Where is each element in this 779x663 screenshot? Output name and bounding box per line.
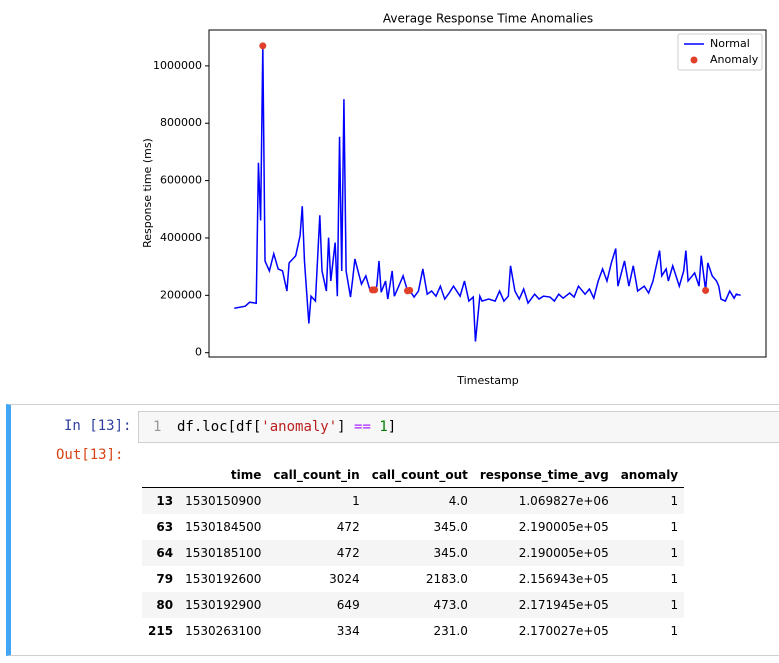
legend-label: Normal	[710, 37, 750, 50]
table-row: 64 1530185100 472 345.0 2.190005e+05 1	[142, 540, 685, 566]
table-cell: 231.0	[433, 624, 468, 638]
table-cell: 472	[336, 520, 360, 534]
table-row: 79 1530192600 3024 2183.0 2.156943e+05 1	[142, 566, 684, 592]
row-index: 215	[148, 624, 174, 638]
row-index: 63	[156, 520, 174, 534]
table-cell: 1	[670, 546, 679, 560]
table-cell: 1	[670, 598, 679, 612]
table-cell: 345.0	[433, 520, 468, 534]
table-cell: 334	[336, 624, 360, 638]
row-index: 13	[156, 494, 174, 508]
table-cell: 2.156943e+05	[518, 572, 609, 586]
table-cell: 472	[336, 546, 360, 560]
x-axis-label: Timestamp	[456, 374, 518, 387]
y-axis-label: Response time (ms)	[141, 138, 154, 248]
anomaly-point	[702, 286, 710, 294]
plot-frame	[208, 29, 767, 358]
line-number: 1	[153, 419, 162, 435]
code-token: ]	[337, 419, 346, 435]
table-row: 13 1530150900 1 4.0 1.069827e+06 1	[142, 487, 685, 514]
y-tick-label: 200000	[160, 288, 202, 301]
table-body: 13 1530150900 1 4.0 1.069827e+06 1 63 153018450…	[142, 487, 685, 645]
anomaly-point	[259, 42, 267, 50]
code-token: df.loc[df[	[177, 419, 262, 435]
row-index: 79	[156, 572, 174, 586]
dataframe-table: time call_count_in call_count_out response_…	[142, 463, 685, 645]
code-token: ]	[387, 419, 397, 435]
column-header: call_count_out	[365, 463, 474, 488]
column-header: response_time_avg	[473, 463, 615, 488]
table-cell: 1530192900	[185, 598, 262, 612]
y-tick-label: 0	[195, 346, 202, 359]
table-cell: 1	[670, 572, 679, 586]
row-index: 80	[156, 598, 174, 612]
table-cell: 1	[670, 624, 679, 638]
code-operator: ==	[354, 419, 371, 435]
in-prompt: In [13]:	[64, 418, 132, 434]
column-header: time	[179, 463, 268, 488]
legend-label: Anomaly	[710, 53, 759, 66]
table-cell: 1530263100	[185, 624, 262, 638]
table-cell: 473.0	[433, 598, 468, 612]
table-cell: 2.170027e+05	[518, 624, 609, 638]
table-cell: 345.0	[433, 546, 468, 560]
out-prompt: Out[13]:	[56, 447, 124, 463]
code-input[interactable]: 1 df.loc[df['anomaly'] == 1]	[138, 411, 779, 443]
row-index: 64	[156, 546, 174, 560]
y-tick-label: 600000	[160, 174, 202, 187]
legend-box	[677, 33, 763, 71]
y-tick-label: 1000000	[153, 59, 202, 72]
code-number: 1	[379, 419, 388, 435]
table-row: 63 1530184500 472 345.0 2.190005e+05 1	[142, 514, 684, 540]
table-cell: 1	[670, 520, 679, 534]
table-cell: 2.190005e+05	[518, 520, 609, 534]
y-tick-label: 800000	[160, 116, 202, 129]
chart-title: Average Response Time Anomalies	[383, 12, 593, 26]
y-tick-label: 400000	[160, 231, 202, 244]
table-cell: 4.0	[448, 494, 468, 508]
table-cell: 2.190005e+05	[518, 546, 609, 560]
table-cell: 1	[352, 494, 360, 508]
code-line: df.loc[df['anomaly'] == 1]	[177, 412, 396, 442]
code-cell[interactable]: In [13]: 1 df.loc[df['anomaly'] == 1] Ou…	[6, 404, 779, 656]
table-cell: 1	[670, 494, 679, 508]
table-cell: 1530192600	[185, 572, 262, 586]
column-header: call_count_in	[267, 463, 366, 488]
table-cell: 2.171945e+05	[518, 598, 609, 612]
header-row: time call_count_in call_count_out response_…	[142, 463, 685, 488]
anomaly-point	[371, 286, 379, 294]
table-cell: 1530185100	[185, 546, 262, 560]
table-cell: 3024	[329, 572, 360, 586]
table-row: 215 1530263100 334 231.0 2.170027e+05 1	[142, 618, 684, 644]
column-header: anomaly	[614, 463, 685, 488]
table-cell: 2183.0	[425, 572, 468, 586]
table-cell: 1530150900	[185, 494, 262, 508]
code-string: 'anomaly'	[261, 419, 338, 435]
table-cell: 1.069827e+06	[518, 494, 609, 508]
legend-dot	[690, 56, 698, 64]
anomaly-point	[406, 286, 414, 294]
table-row: 80 1530192900 649 473.0 2.171945e+05 1	[142, 592, 685, 618]
table-cell: 649	[336, 598, 360, 612]
index-header	[142, 463, 180, 488]
chart: Average Response Time Anomalies Timestam…	[141, 12, 767, 387]
normal-line	[234, 45, 741, 342]
table-cell: 1530184500	[185, 520, 262, 534]
